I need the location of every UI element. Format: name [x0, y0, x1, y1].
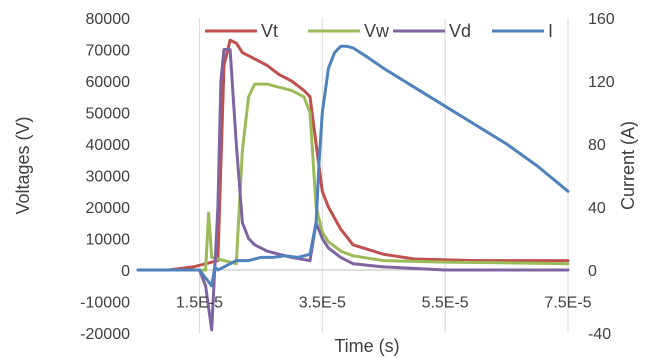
y-tick-label: 70000 [86, 43, 131, 60]
y-tick-label: 60000 [86, 74, 131, 91]
x-tick-label: 5.5E-5 [422, 295, 469, 312]
legend: Vt Vw Vd I [205, 21, 553, 41]
y2-tick-label: 0 [588, 263, 597, 280]
legend-label-vt: Vt [261, 21, 278, 41]
y2-tick-label: 40 [588, 200, 606, 217]
y-tick-label: 10000 [86, 232, 131, 249]
series-line-vd [136, 48, 570, 332]
legend-label-vd: Vd [449, 21, 471, 41]
x-tick-label: 1.5E-5 [176, 295, 223, 312]
y2-tick-label: 120 [588, 74, 615, 91]
series-line-i [136, 44, 570, 288]
y-tick-label: 40000 [86, 137, 131, 154]
y-tick-label: 80000 [86, 11, 131, 28]
y-tick-label: 0 [121, 263, 130, 280]
series-layer [136, 38, 570, 332]
y2-tick-label: 80 [588, 137, 606, 154]
y2-tick-label: -40 [588, 326, 611, 343]
y-tick-label: -10000 [80, 295, 130, 312]
y-tick-label: -20000 [80, 326, 130, 343]
left-axis-title: Voltages (V) [13, 116, 33, 214]
series-line-vt [136, 38, 570, 272]
left-axis-ticks: -20000 -10000 0 10000 20000 30000 40000 50000 60… [80, 11, 130, 343]
right-axis-ticks: -40 0 40 80 120 160 [588, 11, 615, 343]
legend-label-i: I [548, 21, 553, 41]
x-axis-title: Time (s) [334, 336, 399, 356]
legend-label-vw: Vw [364, 21, 390, 41]
x-tick-label: 7.5E-5 [544, 295, 591, 312]
y-tick-label: 50000 [86, 106, 131, 123]
right-axis-title: Current (A) [618, 121, 638, 210]
vertical-gridlines [198, 18, 569, 333]
y-tick-label: 30000 [86, 169, 131, 186]
series-line-vw [136, 82, 570, 272]
x-axis-ticks: 1.5E-5 3.5E-5 5.5E-5 7.5E-5 [176, 295, 592, 312]
y2-tick-label: 160 [588, 11, 615, 28]
y-tick-label: 20000 [86, 200, 131, 217]
x-tick-label: 3.5E-5 [299, 295, 346, 312]
